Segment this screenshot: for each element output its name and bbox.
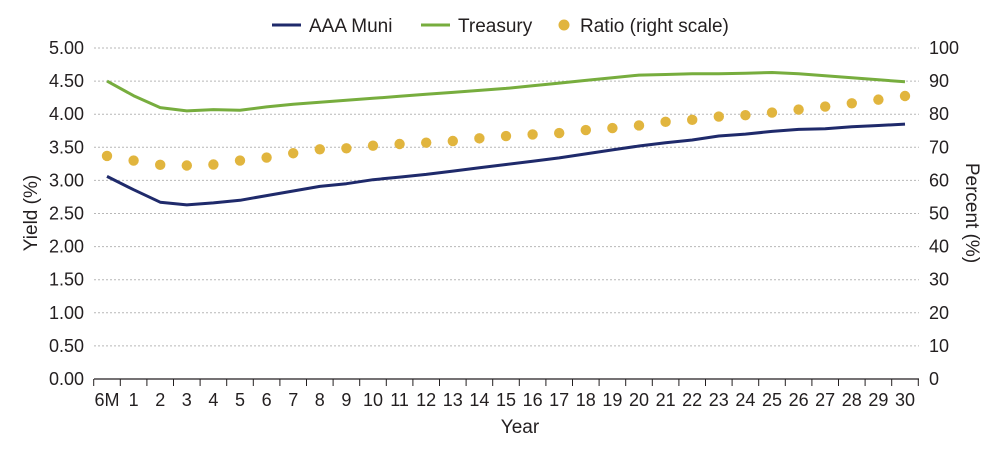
ratio-right-scale-point: [527, 129, 538, 140]
y-axis-title-left: Yield (%): [21, 175, 42, 251]
aaa-muni-line: [106, 122, 906, 207]
ratio-right-scale-point: [314, 144, 325, 155]
y-tick-label-right: 30: [929, 270, 949, 290]
ratio-right-scale-point: [367, 140, 379, 151]
legend-swatch-ratio-right-scale: [558, 19, 570, 31]
x-tick-label: 27: [815, 390, 835, 410]
ratio-right-scale-point: [500, 130, 512, 142]
y-tick-label-left: 2.50: [49, 204, 84, 224]
ratio-right-scale-point: [261, 152, 272, 163]
legend-label-treasury: Treasury: [458, 16, 533, 37]
x-tick-label: 30: [895, 390, 915, 410]
axes: 0.00 0.50 1.00 1.50 2.00 2.50 3.00 3.50 4.00 4.50…: [49, 38, 959, 410]
y-tick-label-right: 50: [929, 204, 949, 224]
y-tick-label-left: 1.50: [49, 270, 84, 290]
ratio-right-scale-point: [554, 127, 565, 139]
ratio-right-scale-point: [713, 111, 724, 122]
x-tick-label: 13: [443, 390, 463, 410]
y-tick-label-left: 3.50: [49, 137, 84, 157]
x-tick-label: 19: [602, 390, 622, 410]
ratio-right-scale-point: [899, 90, 911, 102]
y-tick-label-right: 100: [929, 38, 959, 58]
y-tick-label-right: 80: [929, 104, 949, 124]
ratio-right-scale-point: [820, 101, 831, 112]
x-tick-label: 1: [129, 390, 139, 410]
ratio-right-scale-point: [421, 137, 432, 148]
x-tick-label: 6: [262, 390, 272, 410]
y-tick-label-left: 1.00: [49, 303, 84, 323]
ratio-right-scale-point: [341, 143, 352, 154]
y-tick-label-right: 70: [929, 137, 949, 157]
ratio-right-scale-point: [873, 94, 884, 105]
y-tick-label-right: 20: [929, 303, 949, 323]
x-tick-label: 22: [682, 390, 702, 410]
y-tick-label-right: 90: [929, 71, 949, 91]
x-tick-label: 29: [868, 390, 888, 410]
x-tick-label: 28: [842, 390, 862, 410]
y-tick-label-left: 3.00: [49, 170, 84, 190]
y-tick-label-left: 0.00: [49, 369, 84, 389]
x-tick-label: 17: [549, 390, 569, 410]
ratio-right-scale-point: [128, 155, 139, 166]
legend: AAA Muni Treasury Ratio (right scale): [272, 16, 729, 37]
x-tick-label: 14: [469, 390, 489, 410]
x-tick-label: 4: [208, 390, 218, 410]
ratio-right-scale-point: [580, 124, 591, 136]
ratio-right-scale-point: [687, 114, 698, 126]
y-tick-label-right: 60: [929, 170, 949, 190]
ratio-right-scale-point: [234, 155, 246, 166]
y-tick-label-right: 10: [929, 336, 949, 356]
x-tick-label: 26: [789, 390, 809, 410]
x-tick-label: 5: [235, 390, 245, 410]
ratio-right-scale-point: [660, 116, 671, 128]
y-tick-label-left: 2.00: [49, 237, 84, 257]
x-tick-label: 24: [735, 390, 755, 410]
y-tick-label-left: 0.50: [49, 336, 84, 356]
ratio-right-scale-point: [633, 120, 645, 131]
ratio-right-scale-point: [155, 159, 166, 171]
x-tick-label: 7: [288, 390, 298, 410]
x-tick-label: 16: [523, 390, 543, 410]
x-tick-label: 15: [496, 390, 516, 410]
ratio-right-scale-point: [288, 148, 299, 159]
gridlines: [94, 47, 919, 347]
y-tick-label-right: 0: [929, 369, 939, 389]
legend-label-ratio-right-scale: Ratio (right scale): [580, 16, 729, 37]
x-tick-label: 10: [363, 390, 383, 410]
x-tick-label: 9: [341, 390, 351, 410]
x-tick-label: 11: [390, 390, 409, 410]
y-tick-label-left: 4.00: [49, 104, 84, 124]
legend-label-aaa-muni: AAA Muni: [309, 16, 392, 37]
x-tick-label: 12: [416, 390, 436, 410]
x-tick-label: 20: [629, 390, 649, 410]
ratio-right-scale-point: [793, 104, 804, 115]
y-tick-label-right: 40: [929, 237, 949, 257]
series: [101, 71, 911, 207]
ratio-right-scale-point: [474, 133, 485, 144]
ratio-right-scale-point: [846, 98, 857, 109]
y-axis-title-right: Percent (%): [961, 163, 982, 263]
ratio-right-scale-point: [394, 138, 405, 150]
y-tick-label-left: 5.00: [49, 38, 84, 58]
x-axis-title: Year: [501, 417, 540, 438]
x-tick-label: 2: [155, 390, 165, 410]
x-tick-label: 25: [762, 390, 782, 410]
ratio-right-scale-point: [181, 160, 192, 171]
ratio-right-scale-point: [607, 122, 618, 134]
x-tick-label: 23: [709, 390, 729, 410]
y-tick-label-left: 4.50: [49, 71, 84, 91]
x-tick-label: 8: [315, 390, 325, 410]
x-tick-label: 18: [576, 390, 596, 410]
ratio-right-scale-point: [740, 109, 751, 121]
treasury-line: [106, 71, 906, 113]
ratio-right-scale-point: [101, 150, 113, 162]
ratio-right-scale-point: [447, 135, 458, 147]
x-tick-label: 6M: [94, 390, 119, 410]
x-tick-label: 3: [182, 390, 192, 410]
ratio-right-scale-point: [766, 107, 778, 118]
x-tick-label: 21: [656, 390, 676, 410]
ratio-right-scale-point: [208, 159, 219, 170]
